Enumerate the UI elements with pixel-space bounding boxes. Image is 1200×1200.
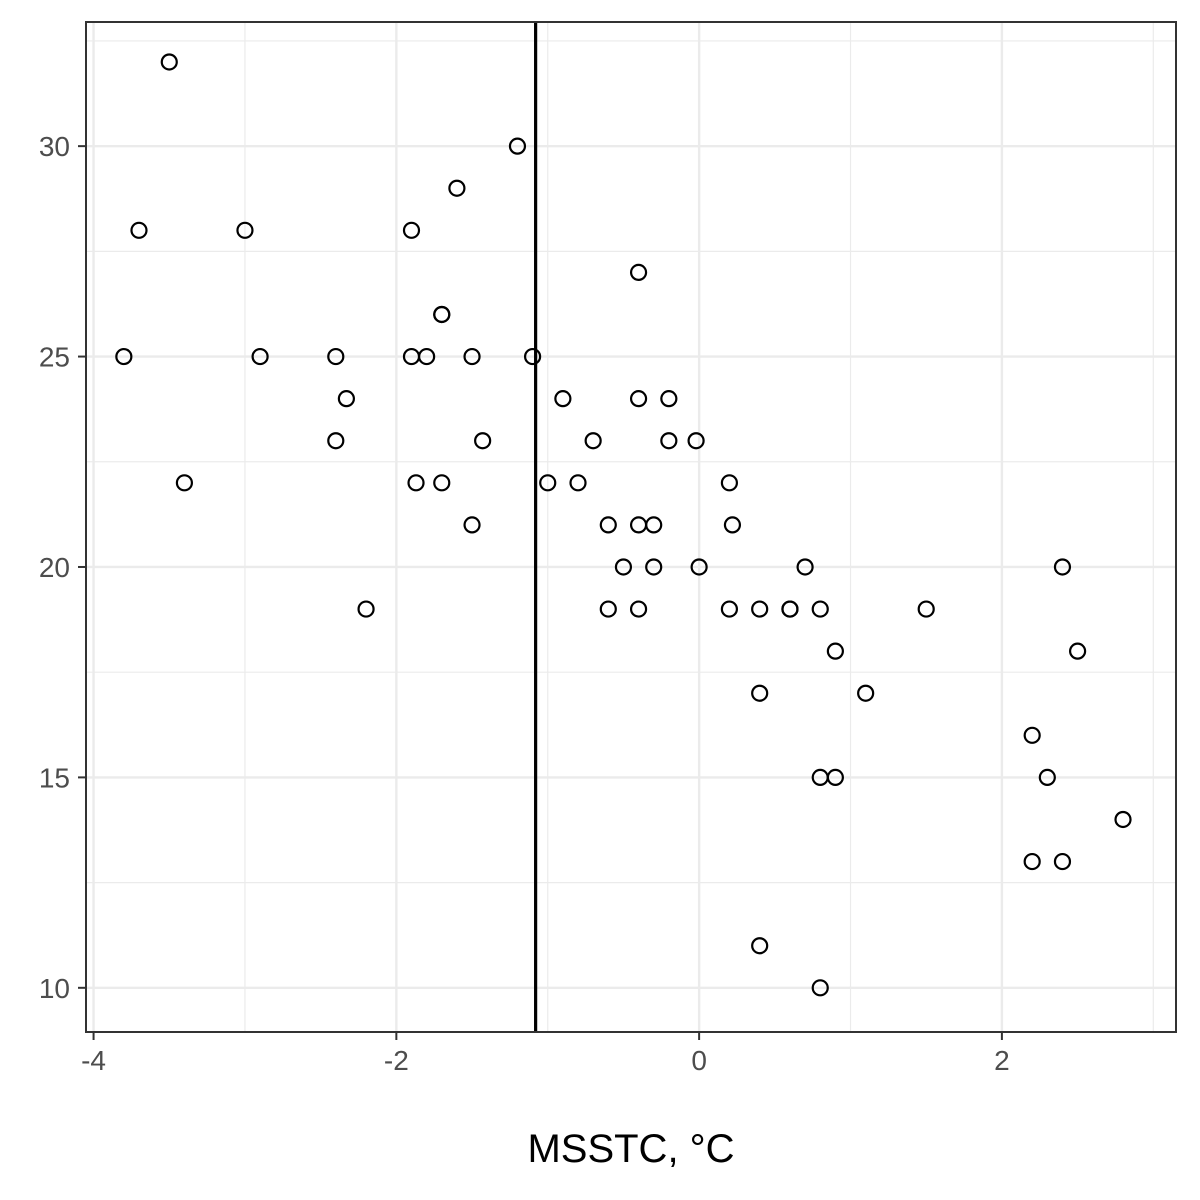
data-point — [1023, 852, 1041, 871]
data-point — [402, 221, 421, 239]
data-point — [599, 600, 617, 618]
data-point — [857, 684, 875, 702]
data-point — [781, 600, 799, 618]
data-point — [584, 432, 602, 450]
data-point — [433, 305, 451, 324]
data-point — [720, 600, 739, 618]
data-point — [599, 516, 617, 534]
minor-gridlines — [86, 22, 1176, 1032]
data-point — [418, 347, 436, 366]
x-tick-label: 0 — [691, 1045, 707, 1076]
data-point — [645, 516, 663, 534]
data-point — [1053, 558, 1072, 576]
y-axis: 10 15 20 25 30 — [39, 131, 86, 1004]
panel-border — [85, 21, 1177, 1033]
data-point — [357, 600, 375, 618]
data-point — [407, 474, 425, 492]
data-point — [917, 600, 935, 618]
data-point — [811, 600, 829, 618]
data-point — [826, 768, 844, 786]
data-point — [251, 347, 269, 366]
x-tick-label: -4 — [81, 1045, 106, 1076]
data-point — [687, 432, 705, 450]
data-point — [175, 474, 194, 492]
data-point — [723, 516, 742, 534]
data-point — [796, 558, 814, 576]
data-point — [508, 137, 527, 155]
data-point — [1023, 726, 1041, 744]
data-point — [569, 474, 587, 492]
data-point — [433, 474, 451, 492]
x-tick-label: -2 — [384, 1045, 409, 1076]
data-point — [337, 390, 355, 408]
data-point — [1038, 768, 1056, 786]
y-tick-label: 30 — [39, 131, 70, 162]
data-point — [751, 600, 769, 618]
data-point — [463, 516, 481, 534]
data-point — [448, 179, 466, 197]
data-point — [629, 600, 648, 618]
x-axis-title: MSSTC, °C — [527, 1127, 734, 1171]
data-point — [327, 347, 345, 366]
data-point — [811, 979, 829, 997]
y-tick-label: 25 — [39, 342, 70, 373]
data-point — [629, 390, 648, 408]
data-point — [130, 221, 148, 239]
data-point — [474, 432, 492, 450]
data-point — [327, 432, 345, 450]
y-tick-label: 10 — [39, 973, 70, 1004]
data-point — [1053, 852, 1072, 871]
x-tick-label: 2 — [994, 1045, 1010, 1076]
data-point — [539, 474, 557, 492]
data-point — [1114, 810, 1132, 829]
data-points — [115, 53, 1132, 997]
major-gridlines — [86, 22, 1176, 1032]
data-point — [690, 558, 708, 576]
data-point — [826, 642, 844, 660]
data-point — [1068, 642, 1087, 660]
data-point — [236, 221, 254, 239]
data-point — [115, 347, 133, 366]
data-point — [523, 347, 542, 366]
x-axis: -4 -2 0 2 — [81, 1032, 1010, 1076]
data-point — [463, 347, 481, 366]
data-point — [554, 390, 572, 408]
data-point — [645, 558, 663, 576]
y-tick-label: 20 — [39, 552, 70, 583]
data-point — [660, 390, 678, 408]
data-point — [629, 263, 648, 281]
data-point — [614, 558, 633, 576]
data-point — [660, 432, 678, 450]
y-tick-label: 15 — [39, 762, 70, 793]
data-point — [720, 474, 739, 492]
data-point — [751, 937, 769, 955]
data-point — [160, 53, 178, 71]
data-point — [751, 684, 769, 702]
